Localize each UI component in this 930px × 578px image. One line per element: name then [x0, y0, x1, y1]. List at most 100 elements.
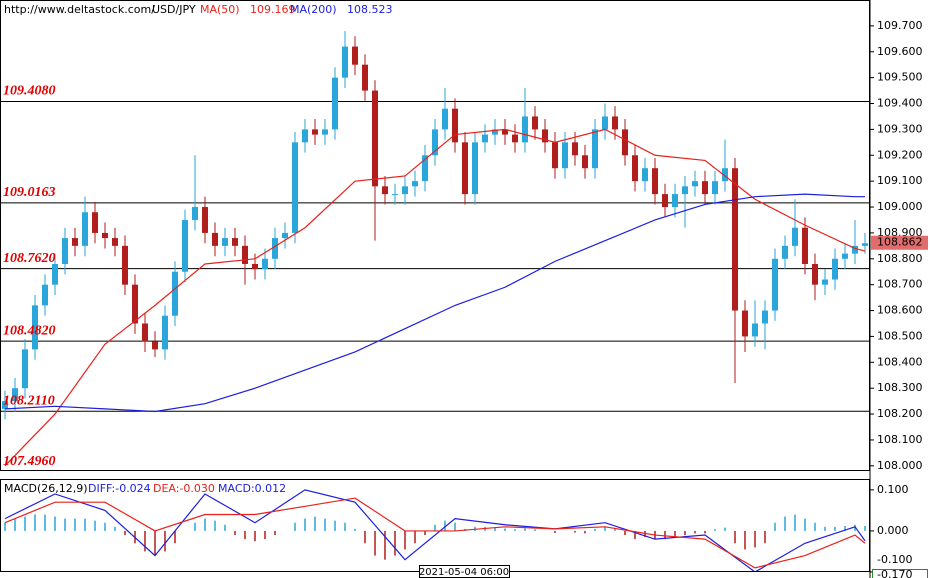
candle-body: [122, 245, 128, 285]
candle-body: [612, 116, 618, 130]
candle-body: [302, 129, 308, 143]
y-tick-label: 109.700: [877, 19, 923, 32]
candle-body: [102, 232, 108, 239]
candle-body: [592, 129, 598, 169]
candle-body: [722, 168, 728, 182]
candle-body: [212, 232, 218, 246]
candle-body: [472, 142, 478, 195]
y-tick-label: 108.300: [877, 381, 923, 394]
candle-body: [652, 168, 658, 195]
candle-body: [602, 116, 608, 130]
candle-body: [642, 168, 648, 182]
candle-body: [632, 155, 638, 182]
candle-body: [812, 263, 818, 285]
candle-body: [662, 194, 668, 208]
min-box: [872, 569, 928, 578]
candle-body: [312, 129, 318, 135]
candle-body: [712, 181, 718, 195]
candle-body: [72, 238, 78, 246]
y-tick-label: 109.300: [877, 122, 923, 135]
candle-body: [582, 155, 588, 169]
candle-body: [32, 305, 38, 350]
y-tick-label: 109.200: [877, 148, 923, 161]
candle-body: [342, 46, 348, 78]
ma-value: 109.169: [250, 3, 296, 16]
symbol: USD/JPY: [152, 3, 196, 16]
level-label: 108.7620: [3, 251, 56, 266]
candle-body: [822, 279, 828, 285]
candle-body: [22, 349, 28, 389]
plot: [1, 31, 869, 467]
candle-body: [42, 284, 48, 306]
date-label: 2021-05-04 06:00: [419, 567, 509, 578]
candle-body: [242, 245, 248, 264]
y-tick-label: 109.400: [877, 97, 923, 110]
candle-body: [732, 168, 738, 311]
level-label: 108.2110: [3, 393, 55, 408]
y-tick-label: 0.000: [877, 524, 909, 537]
level-label: 109.0163: [3, 185, 56, 200]
candle-body: [352, 46, 358, 65]
moving-average: [4, 128, 866, 467]
candle-body: [702, 181, 708, 195]
candle-body: [132, 284, 138, 324]
candle-body: [402, 186, 408, 195]
y-tick-label: -0.100: [877, 553, 912, 566]
candle-body: [162, 315, 168, 350]
level-label: 108.4820: [3, 323, 56, 338]
main-panel-border: [0, 0, 870, 471]
y-tick-label: 108.400: [877, 355, 923, 368]
candle-body: [232, 238, 238, 246]
candle-body: [532, 116, 538, 130]
candle-body: [142, 323, 148, 342]
candle-body: [152, 341, 158, 350]
candle-body: [332, 77, 338, 130]
y-tick-label: 109.500: [877, 71, 923, 84]
candle-body: [802, 227, 808, 264]
min-label: -0.170: [877, 568, 912, 578]
last-price-label: 108.862: [877, 236, 923, 249]
candle-body: [292, 142, 298, 233]
candle-body: [262, 258, 268, 270]
candle-body: [202, 207, 208, 233]
source: http://www.deltastock.com/: [4, 3, 155, 16]
candle-body: [62, 238, 68, 264]
y-tick-label: 108.500: [877, 329, 923, 342]
candle-body: [692, 181, 698, 187]
y-tick-label: 108.700: [877, 278, 923, 291]
candle-body: [382, 186, 388, 195]
macd-legend: MACD:0.012: [218, 482, 286, 495]
candle-body: [272, 238, 278, 259]
candle-body: [282, 232, 288, 239]
candle-body: [552, 142, 558, 169]
candle-body: [492, 129, 498, 135]
candle-body: [682, 186, 688, 195]
plot: [4, 489, 866, 571]
candle-body: [852, 245, 858, 254]
candle-body: [392, 194, 398, 196]
candle-body: [52, 263, 58, 285]
candle-body: [742, 310, 748, 337]
candle-body: [772, 258, 778, 311]
candle-body: [622, 129, 628, 156]
candle-body: [512, 134, 518, 143]
candle-body: [252, 263, 258, 270]
candle-body: [672, 194, 678, 208]
candle-body: [502, 129, 508, 135]
candle-body: [782, 245, 788, 259]
last-price-box: [871, 235, 928, 250]
candle-body: [322, 129, 328, 135]
y-tick-label: 109.600: [877, 45, 923, 58]
macd-legend: DIFF:-0.024: [88, 482, 151, 495]
macd-line: [4, 489, 866, 571]
macd-legend: DEA:-0.030: [153, 482, 215, 495]
candle-body: [752, 323, 758, 337]
y-tick-label: 108.200: [877, 407, 923, 420]
y-tick-label: 109.000: [877, 200, 923, 213]
candle-body: [762, 310, 768, 324]
y-tick-label: 108.800: [877, 252, 923, 265]
y-tick-label: 109.100: [877, 174, 923, 187]
y-tick-label: 108.000: [877, 459, 923, 472]
candle-body: [2, 401, 8, 409]
